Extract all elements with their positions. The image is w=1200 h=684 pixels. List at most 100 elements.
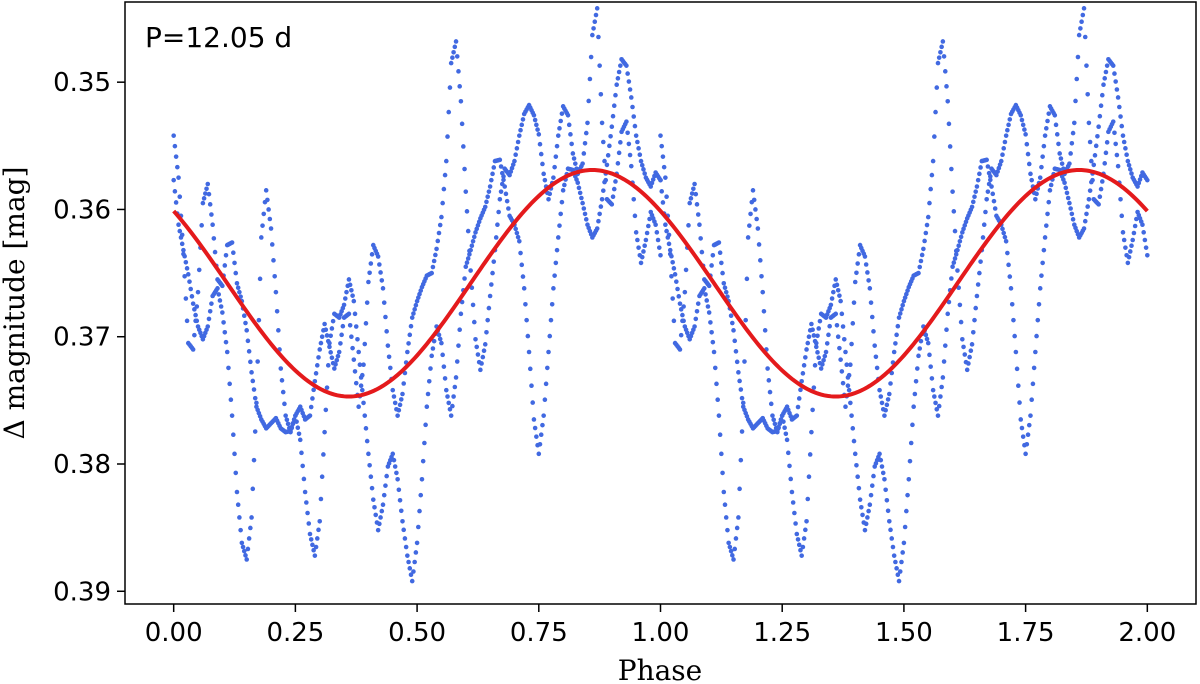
data-point (631, 114, 637, 119)
data-point (465, 228, 471, 234)
data-point (1102, 76, 1108, 81)
data-point (980, 235, 986, 240)
data-point (237, 289, 242, 295)
data-point (929, 172, 935, 178)
data-point (362, 341, 368, 347)
data-point (294, 419, 299, 424)
data-point (423, 422, 428, 428)
data-point (279, 378, 285, 383)
data-point (1104, 140, 1110, 145)
data-point (1080, 12, 1086, 18)
data-point (1126, 162, 1132, 168)
data-point (237, 515, 242, 520)
data-point (245, 338, 251, 344)
data-point (501, 177, 506, 183)
data-point (407, 332, 413, 338)
data-point (896, 578, 902, 584)
data-point (217, 298, 223, 303)
data-point (686, 223, 691, 228)
data-point (304, 500, 309, 505)
data-point (347, 282, 353, 288)
data-point (422, 440, 427, 446)
data-point (1117, 104, 1122, 110)
data-point (849, 413, 854, 418)
data-point (333, 362, 338, 367)
data-point (758, 258, 763, 263)
data-point (317, 518, 323, 524)
data-point (335, 353, 341, 359)
data-point (380, 502, 386, 508)
data-point (459, 299, 465, 305)
data-point (1086, 196, 1092, 202)
data-point (1019, 117, 1025, 123)
data-point (1076, 32, 1082, 38)
data-point (352, 369, 358, 374)
data-point (831, 289, 836, 295)
data-point (183, 259, 189, 265)
data-point (470, 238, 476, 244)
data-point (188, 286, 194, 292)
data-point (548, 317, 554, 323)
data-point (369, 252, 375, 257)
data-point (981, 222, 987, 228)
data-point (794, 531, 800, 537)
data-point (1137, 177, 1143, 182)
data-point (489, 282, 494, 287)
data-point (1145, 177, 1150, 183)
data-point (358, 375, 364, 380)
data-point (960, 336, 965, 342)
data-point (1101, 82, 1106, 88)
data-point (1040, 154, 1045, 159)
data-point (957, 238, 963, 244)
data-point (378, 515, 383, 520)
data-point (557, 126, 562, 131)
data-point (869, 483, 875, 488)
data-point (868, 300, 874, 305)
data-point (865, 515, 870, 520)
data-point (390, 451, 396, 457)
data-point (482, 342, 488, 347)
data-point (380, 286, 386, 291)
data-point (857, 497, 863, 502)
data-point (398, 397, 404, 402)
data-point (936, 403, 942, 409)
data-point (611, 186, 617, 192)
data-point (639, 162, 645, 168)
data-point (804, 347, 809, 352)
data-point (313, 371, 319, 376)
data-point (221, 320, 226, 325)
data-point (297, 437, 303, 443)
data-point (576, 185, 582, 191)
data-point (442, 172, 448, 178)
data-point (435, 238, 441, 244)
data-point (897, 311, 903, 316)
data-point (323, 407, 329, 413)
data-point (346, 277, 352, 282)
data-point (457, 84, 462, 89)
data-point (363, 321, 369, 326)
data-point (642, 243, 647, 249)
data-point (880, 470, 886, 476)
y-tick-label: 0.35 (53, 68, 111, 98)
data-point (907, 458, 913, 464)
data-point (458, 311, 464, 317)
data-point (676, 294, 682, 299)
data-point (962, 352, 968, 357)
data-point (901, 540, 907, 546)
data-point (985, 189, 991, 194)
data-point (776, 425, 781, 431)
data-point (863, 521, 869, 527)
data-point (560, 188, 566, 193)
data-point (837, 345, 842, 351)
x-tick-label: 1.00 (632, 618, 690, 648)
data-point (974, 293, 980, 299)
data-point (526, 349, 532, 355)
data-point (346, 311, 352, 317)
data-point (403, 544, 409, 550)
data-point (587, 76, 593, 82)
data-point (1079, 19, 1084, 25)
data-point (441, 364, 447, 369)
data-point (799, 553, 804, 558)
data-point (321, 452, 326, 457)
